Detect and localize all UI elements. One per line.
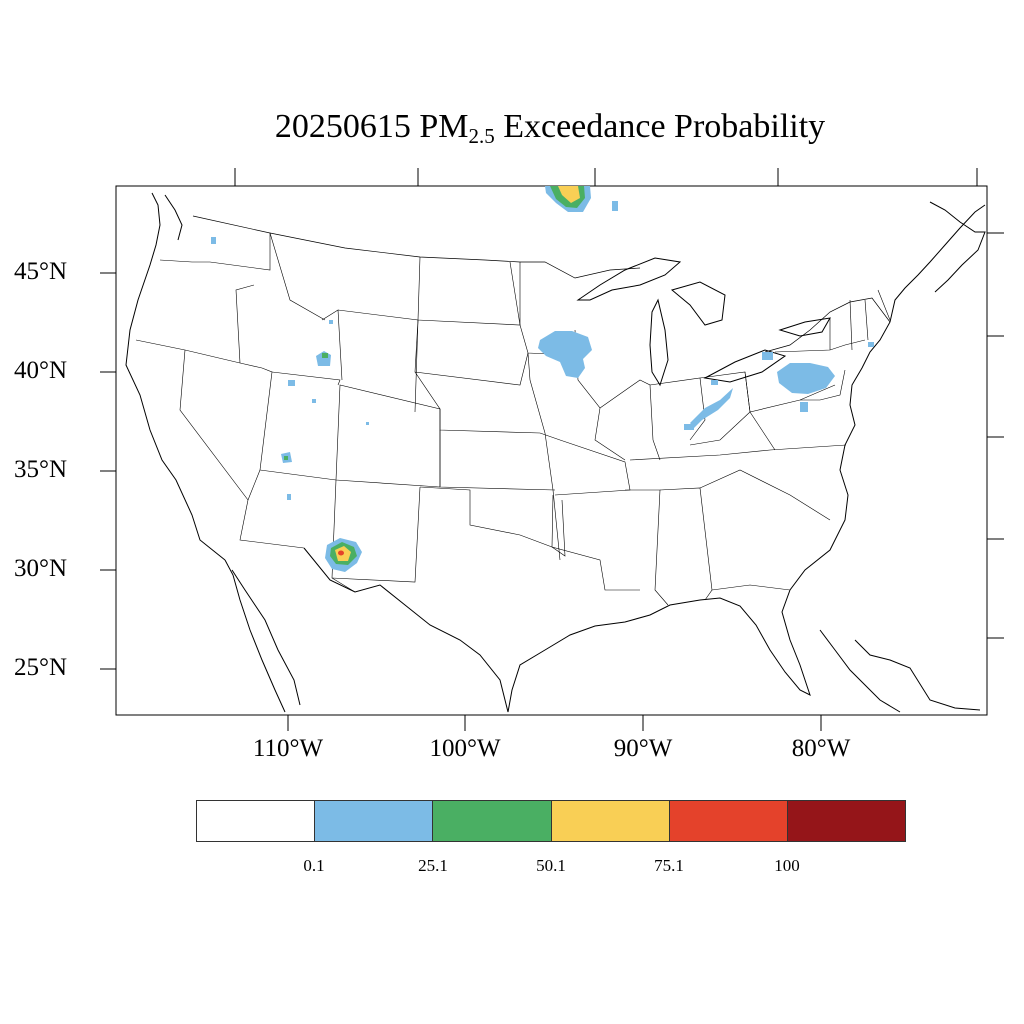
prob-area-pa-blue (777, 363, 835, 394)
map-frame (115, 185, 988, 716)
prob-area-wy-green (322, 353, 328, 358)
colorbar-cell-3 (551, 801, 670, 841)
colorbar-cell-5 (787, 801, 906, 841)
title-pm-subscript: 2.5 (468, 124, 495, 148)
great-lakes (576, 257, 831, 387)
state-boundaries (135, 232, 891, 606)
axis-ticks (100, 168, 1004, 731)
colorbar-label-3: 50.1 (536, 856, 566, 875)
lat-label-40: 40°N (14, 357, 68, 384)
lon-label-80: 80°W (791, 735, 851, 762)
prob-area-ut-blue-b (312, 399, 316, 403)
colorbar (196, 800, 906, 842)
prob-area-pa-blue-c (800, 402, 808, 412)
prob-area-oh-blue (690, 388, 733, 428)
prob-area-mn-yellow (558, 186, 580, 203)
prob-area-wa-blue (211, 237, 216, 244)
map-title: 20250615 PM2.5 Exceedance Probability (0, 108, 1024, 149)
lat-label-45: 45°N (14, 258, 68, 285)
lon-label-110: 110°W (252, 735, 324, 762)
prob-area-az-green (284, 456, 288, 460)
colorbar-cell-1 (315, 801, 434, 841)
prob-area-ia-blue (538, 331, 592, 378)
prob-area-nm-red (338, 550, 344, 556)
colorbar-label-1: 0.1 (303, 856, 325, 875)
prob-area-pa-blue-b (762, 352, 773, 360)
colorbar-cell-0 (197, 801, 316, 841)
canada-border (192, 215, 891, 353)
probability-areas (211, 186, 874, 572)
colorbar-cell-4 (669, 801, 788, 841)
title-rest: Exceedance Probability (503, 108, 826, 145)
colorbar-label-2: 25.1 (418, 856, 448, 875)
colorbar-cell-2 (433, 801, 552, 841)
lon-label-90: 90°W (613, 735, 673, 762)
lat-label-35: 35°N (14, 456, 68, 483)
colorbar-label-4: 75.1 (654, 856, 684, 875)
prob-area-ct-blue (868, 342, 874, 347)
prob-area-oh-blue-b (684, 424, 694, 430)
title-pm: PM (419, 108, 469, 145)
prob-area-co-blue (366, 422, 369, 425)
prob-area-wy-blue-b (329, 320, 333, 324)
prob-area-az-blue-b (287, 494, 291, 500)
title-date: 20250615 (274, 108, 411, 145)
prob-area-mn-blue-b (612, 201, 618, 211)
us-coastline (125, 192, 986, 713)
lat-label-30: 30°N (14, 555, 68, 582)
prob-area-oh-blue-c (711, 380, 718, 385)
lon-label-100: 100°W (429, 735, 501, 762)
lat-label-25: 25°N (14, 654, 68, 681)
colorbar-label-5: 100 (774, 856, 800, 875)
prob-area-ut-blue (288, 380, 295, 386)
